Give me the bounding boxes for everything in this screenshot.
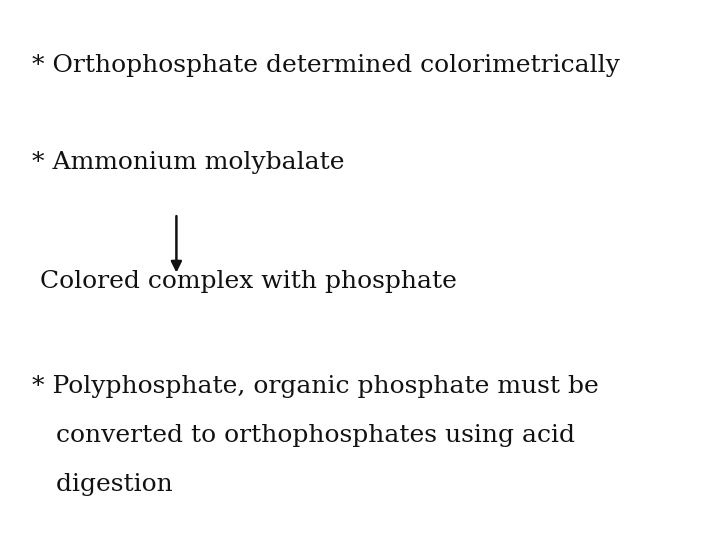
Text: * Orthophosphate determined colorimetrically: * Orthophosphate determined colorimetric… (32, 54, 620, 77)
Text: digestion: digestion (32, 472, 173, 496)
Text: * Ammonium molybalate: * Ammonium molybalate (32, 151, 345, 174)
Text: Colored complex with phosphate: Colored complex with phosphate (32, 270, 457, 293)
Text: converted to orthophosphates using acid: converted to orthophosphates using acid (32, 424, 575, 447)
Text: * Polyphosphate, organic phosphate must be: * Polyphosphate, organic phosphate must … (32, 375, 599, 399)
